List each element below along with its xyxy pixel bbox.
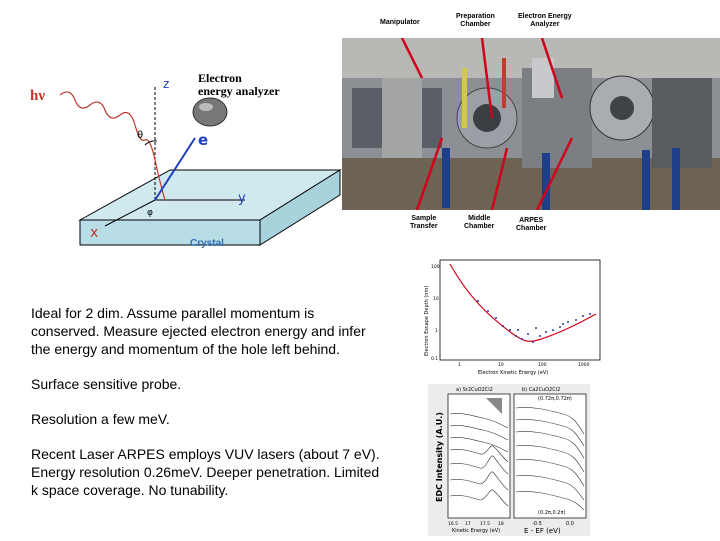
edc-xtick-a-2: 17 xyxy=(465,521,471,527)
arpes-geometry-diagram: θ φ z y x e hν Electron energy analyzer … xyxy=(20,50,350,260)
edc-panel-b-label: b) Ca2CuO2Cl2 xyxy=(522,387,560,393)
edc-bottom-k: (0.2π,0.2π) xyxy=(538,510,565,516)
photo-drawing xyxy=(342,38,720,210)
edc-panel-a-label: a) Sr2CuO2Cl2 xyxy=(456,387,493,393)
escape-depth-plot: Electron Escape Depth (nm) Electron Kine… xyxy=(418,256,603,376)
theta-label: θ xyxy=(137,130,143,141)
theta-arc xyxy=(144,140,158,146)
edc-xtick-b-2: 0.0 xyxy=(566,521,574,527)
z-label: z xyxy=(163,77,169,91)
edc-ylabel: EDC Intensity (A.U.) xyxy=(435,412,444,502)
edc-xlabel-a: Kinetic Energy (eV) xyxy=(452,528,500,534)
crystal-side-face xyxy=(259,169,341,246)
plot1-frame xyxy=(439,259,601,361)
plot1-xtick-10: 10 xyxy=(498,362,504,368)
escape-depth-svg: Electron Escape Depth (nm) Electron Kine… xyxy=(424,259,601,376)
x-label: x xyxy=(90,225,98,241)
tag-middle-chamber: Middle Chamber xyxy=(462,214,497,232)
plot1-points xyxy=(477,300,591,343)
plot1-ytick-10: 10 xyxy=(433,296,439,302)
phi-label: φ xyxy=(147,208,153,218)
plot1-ytick-0.1: 0.1 xyxy=(431,356,438,362)
paragraph-laser: Recent Laser ARPES employs VUV lasers (a… xyxy=(31,446,380,498)
edc-svg: a) Sr2CuO2Cl2 b) Ca2CuO2Cl2 EDC Intensit… xyxy=(428,384,590,536)
x-axis xyxy=(104,199,156,227)
crystal-label: Crystal xyxy=(190,238,224,249)
edc-xtick-a-1: 16.5 xyxy=(448,521,458,527)
tag-sample-transfer: Sample Transfer xyxy=(408,214,440,232)
plot1-ytick-100: 100 xyxy=(431,264,440,270)
description-text: Ideal for 2 dim. Assume parallel momentu… xyxy=(31,304,381,516)
crystal-front-face xyxy=(79,219,261,246)
tag-arpes-chamber: ARPES Chamber xyxy=(514,216,549,234)
e-label: e xyxy=(198,131,208,149)
edc-xtick-a-4: 18 xyxy=(498,521,504,527)
photon-wave xyxy=(59,91,166,201)
analyzer-highlight xyxy=(199,103,213,111)
edc-curves-a xyxy=(449,413,509,507)
electron-path xyxy=(154,137,196,201)
plot1-ylabel: Electron Escape Depth (nm) xyxy=(424,286,430,356)
photon-label: hν xyxy=(30,88,46,104)
edc-xtick-b-1: -0.5 xyxy=(532,521,542,527)
geometry-svg: θ φ z y x e xyxy=(59,77,342,246)
y-label: y xyxy=(238,191,246,206)
plot1-xtick-1000: 1000 xyxy=(578,362,590,368)
edc-curves-b xyxy=(515,407,585,511)
edc-panel-b xyxy=(513,393,587,519)
tag-preparation-chamber: Preparation Chamber xyxy=(454,12,497,30)
plot1-xtick-1: 1 xyxy=(458,362,461,368)
paragraph-ideal: Ideal for 2 dim. Assume parallel momentu… xyxy=(31,305,366,357)
plot1-ytick-1: 1 xyxy=(435,328,438,334)
analyzer-head xyxy=(192,97,228,127)
plot1-xlabel: Electron Kinetic Energy (eV) xyxy=(478,370,548,376)
paragraph-resolution: Resolution a few meV. xyxy=(31,411,170,427)
analyzer-label: Electron energy analyzer xyxy=(198,71,280,98)
tag-electron-energy-analyzer: Electron Energy Analyzer xyxy=(516,12,574,30)
universal-curve xyxy=(449,263,597,342)
edc-top-k: (0.72π,0.72π) xyxy=(538,396,572,402)
edc-plot: a) Sr2CuO2Cl2 b) Ca2CuO2Cl2 EDC Intensit… xyxy=(428,384,590,536)
edc-xlabel-b: E - EF (eV) xyxy=(524,527,561,535)
edc-marker-triangle xyxy=(486,398,502,414)
edc-xtick-a-3: 17.5 xyxy=(480,521,490,527)
plot1-xtick-100: 100 xyxy=(538,362,547,368)
paragraph-surface: Surface sensitive probe. xyxy=(31,376,182,392)
tag-manipulator: Manipulator xyxy=(378,18,422,28)
arpes-lab-photo xyxy=(342,38,720,210)
